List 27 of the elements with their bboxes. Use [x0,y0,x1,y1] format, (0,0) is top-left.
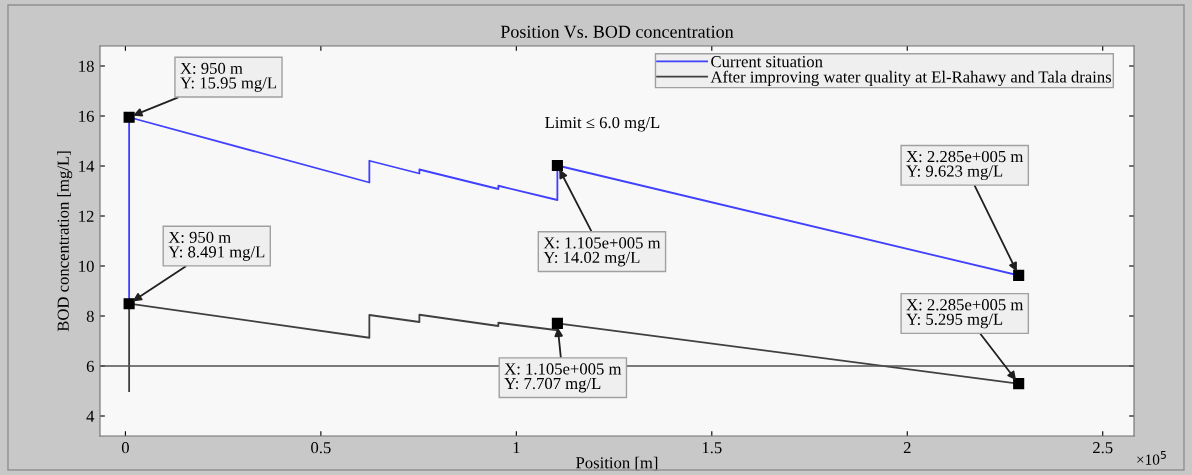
annotation: X: 950 m Y: 15.95 mg/L [180,62,277,92]
x-tick-label: 2 [903,442,911,454]
y-tick-label: 14 [79,160,95,172]
x-tick-label: 1 [513,442,520,454]
legend-label: Current situation [711,56,823,68]
x-tick-label: 0 [121,442,129,454]
x-tick-label: 1.5 [702,442,722,454]
y-tick-label: 10 [79,260,94,272]
annotation: X: 1.105e+005 m Y: 7.707 mg/L [504,363,622,393]
annotation: Limit ≤ 6.0 mg/L [545,116,660,132]
x-tick-label: 2.5 [1093,442,1113,454]
annotation: X: 2.285e+005 m Y: 5.295 mg/L [906,299,1024,329]
chart-title: Position Vs. BOD concentration [500,25,734,38]
annotation: X: 950 m Y: 8.491 mg/L [168,231,265,261]
y-tick-label: 16 [79,110,94,122]
x-axis-title: Position [m] [576,456,658,471]
y-axis-title: BOD concentration [mg/L] [57,151,73,332]
y-tick-label: 18 [79,60,94,72]
y-tick-label: 6 [86,360,94,372]
text: ×10$^{5}$ [1137,451,1166,465]
y-tick-label: 8 [86,310,94,322]
x-tick-label: 0.5 [311,442,331,454]
annotation: X: 2.285e+005 m Y: 9.623 mg/L [906,150,1024,181]
annotation: X: 1.105e+005 m Y: 14.02 mg/L [543,237,661,267]
legend-label: After improving water quality at El-Rahawy and Tala drains [710,70,1112,87]
y-tick-label: 4 [86,410,95,422]
y-tick-label: 12 [79,210,94,222]
